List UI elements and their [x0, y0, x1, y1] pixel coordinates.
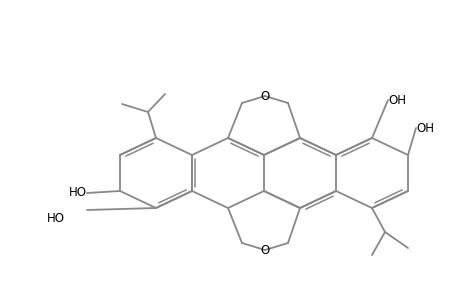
Text: O: O — [260, 244, 269, 256]
Text: O: O — [260, 89, 269, 103]
Text: HO: HO — [69, 187, 87, 200]
Text: HO: HO — [47, 212, 65, 224]
Text: OH: OH — [387, 94, 405, 106]
Text: OH: OH — [415, 122, 433, 134]
